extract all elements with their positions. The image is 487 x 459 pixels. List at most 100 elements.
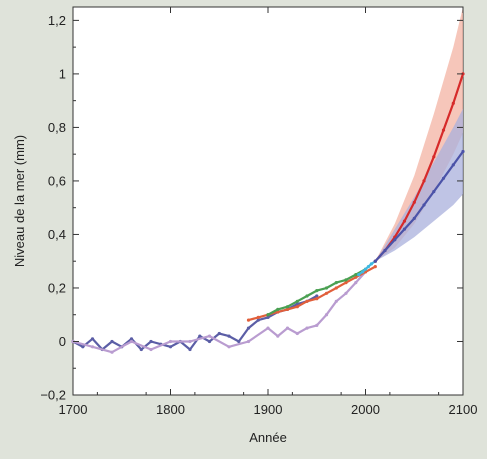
series-5-point-7 [441, 128, 446, 132]
series-6-point-4 [412, 216, 416, 220]
series-6-point-0 [373, 259, 377, 263]
series-0-point-13 [198, 334, 202, 338]
series-0-point-1 [81, 345, 85, 349]
series-2-point-0 [246, 318, 251, 322]
series-0-point-23 [295, 302, 299, 306]
series-6-point-8 [451, 163, 455, 167]
series-2-point-6 [305, 299, 309, 303]
series-2-point-3 [276, 310, 280, 314]
series-0-point-25 [315, 294, 319, 298]
series-0-point-16 [227, 334, 231, 338]
x-tick-label: 2000 [351, 402, 380, 417]
series-0-point-4 [110, 339, 114, 344]
series-1-point-7 [207, 334, 212, 338]
series-3-point-2 [285, 305, 290, 309]
series-0-point-18 [246, 326, 251, 330]
series-1-point-2 [110, 350, 114, 354]
series-1-point-15 [315, 323, 319, 327]
series-2-point-13 [373, 265, 377, 269]
series-6-point-1 [383, 248, 387, 253]
series-0-point-6 [129, 337, 134, 341]
series-5-point-4 [412, 200, 416, 204]
y-tick-label: 0,6 [48, 173, 66, 188]
series-2-point-10 [344, 281, 348, 285]
series-3-point-0 [266, 313, 270, 317]
series-1-point-13 [295, 331, 299, 336]
series-2-point-5 [295, 305, 299, 309]
series-1-point-17 [334, 299, 338, 303]
series-6-point-3 [402, 227, 407, 231]
y-tick-label: 0,4 [48, 227, 66, 242]
series-1-point-8 [227, 345, 231, 349]
series-3-point-1 [276, 307, 280, 311]
series-6-point-5 [422, 203, 426, 207]
series-2-point-9 [334, 286, 338, 290]
series-3-point-6 [324, 286, 329, 290]
series-1-point-11 [276, 334, 280, 338]
uncertainty-band-1 [375, 108, 463, 262]
series-1-point-19 [354, 281, 358, 285]
series-0-point-14 [207, 339, 212, 344]
series-4-point-1 [361, 270, 365, 274]
series-0-point-17 [237, 339, 241, 344]
series-4-point-0 [357, 273, 361, 277]
series-0-point-19 [256, 318, 260, 322]
series-2-point-4 [285, 307, 290, 311]
x-tick-label: 1700 [59, 402, 88, 417]
series-5-point-5 [422, 179, 426, 183]
series-0-point-20 [266, 315, 270, 319]
series-0-point-15 [217, 331, 221, 336]
series-6-point-2 [393, 238, 397, 242]
series-5-point-3 [402, 219, 407, 223]
series-5-point-6 [432, 155, 436, 159]
series-3-point-5 [315, 289, 319, 293]
series-1-point-9 [246, 339, 251, 344]
series-4-point-2 [363, 267, 368, 271]
series-1-point-12 [285, 326, 290, 330]
y-axis-label: Niveau de la mer (mm) [12, 135, 27, 267]
plot-background [72, 6, 464, 396]
series-0-point-12 [188, 347, 192, 352]
series-0-point-2 [90, 337, 95, 341]
x-axis-label: Année [249, 430, 287, 445]
y-tick-label: −0,2 [40, 388, 66, 403]
x-tick-label: 2100 [449, 402, 478, 417]
series-1-point-3 [129, 339, 134, 344]
y-tick-label: 1 [59, 66, 66, 81]
series-2-point-11 [354, 275, 358, 279]
y-tick-label: 0 [59, 334, 66, 349]
series-1-point-5 [168, 339, 173, 344]
series-2-point-1 [256, 315, 260, 319]
series-1-point-14 [305, 326, 309, 330]
series-3-point-9 [354, 273, 358, 277]
y-tick-label: 0,2 [48, 280, 66, 295]
series-3-point-7 [334, 281, 338, 285]
series-4-point-3 [366, 265, 370, 269]
x-tick-label: 1900 [254, 402, 283, 417]
y-tick-label: 1,2 [48, 13, 66, 28]
series-1-point-16 [324, 313, 329, 317]
series-2-point-8 [324, 291, 329, 295]
series-2-point-7 [315, 297, 319, 301]
series-0-point-8 [149, 339, 153, 344]
series-0-point-10 [168, 345, 173, 349]
series-1-point-6 [188, 339, 192, 344]
series-1-point-10 [266, 326, 270, 330]
series-1-point-18 [344, 291, 348, 295]
series-0-point-7 [139, 347, 143, 352]
series-6-point-9 [461, 149, 465, 154]
series-3-point-3 [295, 299, 299, 303]
series-6-point-7 [441, 176, 446, 180]
series-1-point-4 [149, 347, 153, 352]
series-3-point-4 [305, 294, 309, 298]
x-tick-label: 1800 [156, 402, 185, 417]
series-5-point-8 [451, 101, 455, 105]
series-6-point-6 [432, 190, 436, 194]
series-3-point-8 [344, 278, 348, 282]
series-line-6 [374, 150, 464, 262]
y-tick-label: 0,8 [48, 120, 66, 135]
series-4-point-4 [369, 262, 373, 266]
series-1-point-1 [90, 345, 95, 349]
